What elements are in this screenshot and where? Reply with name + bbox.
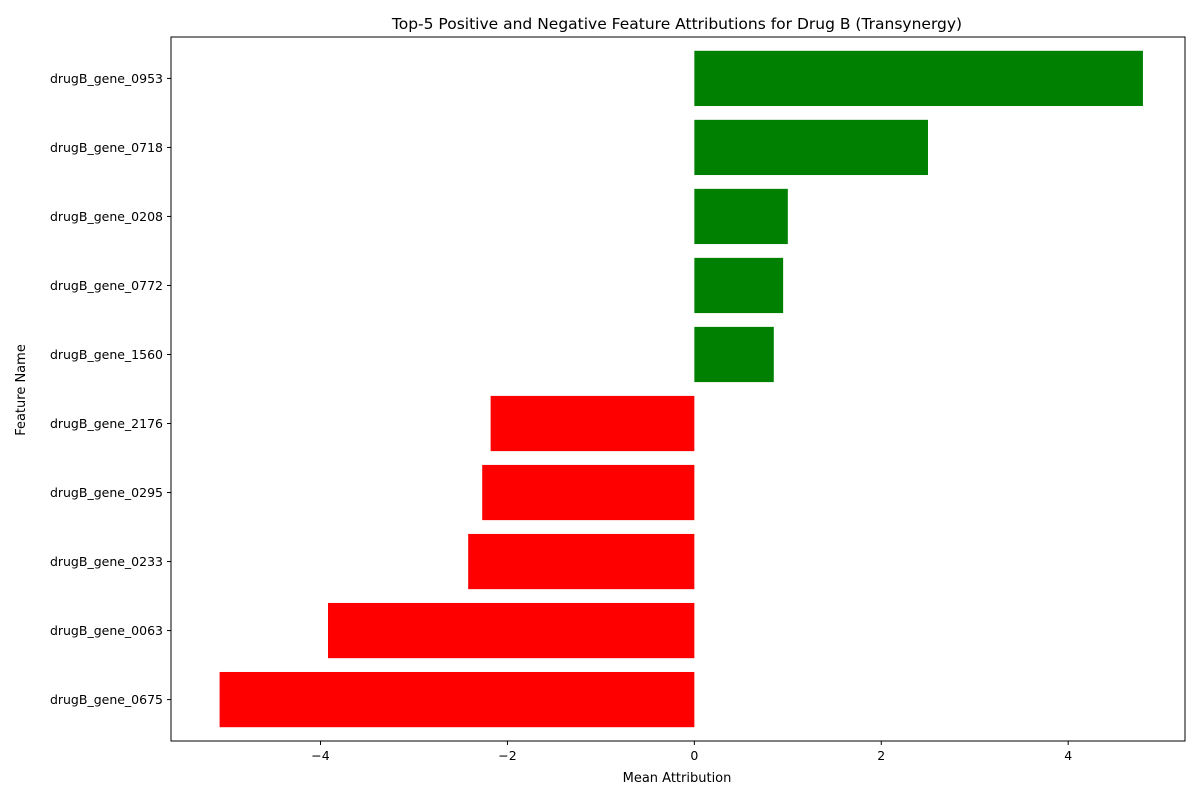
y-axis-label: Feature Name (14, 344, 29, 436)
x-tick-label: 2 (877, 748, 885, 763)
y-tick-label: drugB_gene_0233 (50, 554, 163, 569)
y-axis-ticks: drugB_gene_0953 drugB_gene_0718 drugB_gene… (50, 71, 171, 707)
bar-drugB_gene_2176 (490, 395, 695, 452)
bars-group (219, 50, 1143, 728)
plot-frame (170, 36, 1186, 742)
x-tick-label: −2 (498, 748, 516, 763)
y-tick-label: drugB_gene_0772 (50, 278, 163, 293)
bar-drugB_gene_0063 (328, 602, 695, 659)
bar-drugB_gene_0953 (694, 50, 1143, 107)
y-tick-label: drugB_gene_0063 (50, 623, 163, 638)
y-tick-label: drugB_gene_2176 (50, 416, 163, 431)
x-tick-label: −4 (311, 748, 329, 763)
y-tick-label: drugB_gene_0295 (50, 485, 163, 500)
bar-drugB_gene_0208 (694, 188, 788, 245)
bar-drugB_gene_0718 (694, 119, 928, 176)
y-tick-label: drugB_gene_0675 (50, 692, 163, 707)
y-tick-label: drugB_gene_1560 (50, 347, 163, 362)
x-tick-label: 0 (690, 748, 698, 763)
bar-drugB_gene_0675 (219, 671, 695, 728)
y-tick-label: drugB_gene_0208 (50, 209, 163, 224)
x-tick-label: 4 (1064, 748, 1072, 763)
x-axis-label: Mean Attribution (623, 771, 732, 786)
bar-drugB_gene_1560 (694, 326, 774, 383)
bar-drugB_gene_0233 (468, 533, 695, 590)
chart-title: Top-5 Positive and Negative Feature Attr… (391, 15, 962, 33)
bar-drugB_gene_0772 (694, 257, 784, 314)
y-tick-label: drugB_gene_0718 (50, 140, 163, 155)
y-tick-label: drugB_gene_0953 (50, 71, 163, 86)
x-axis-ticks: −4 −2 0 2 4 (311, 741, 1072, 763)
bar-drugB_gene_0295 (482, 464, 695, 521)
